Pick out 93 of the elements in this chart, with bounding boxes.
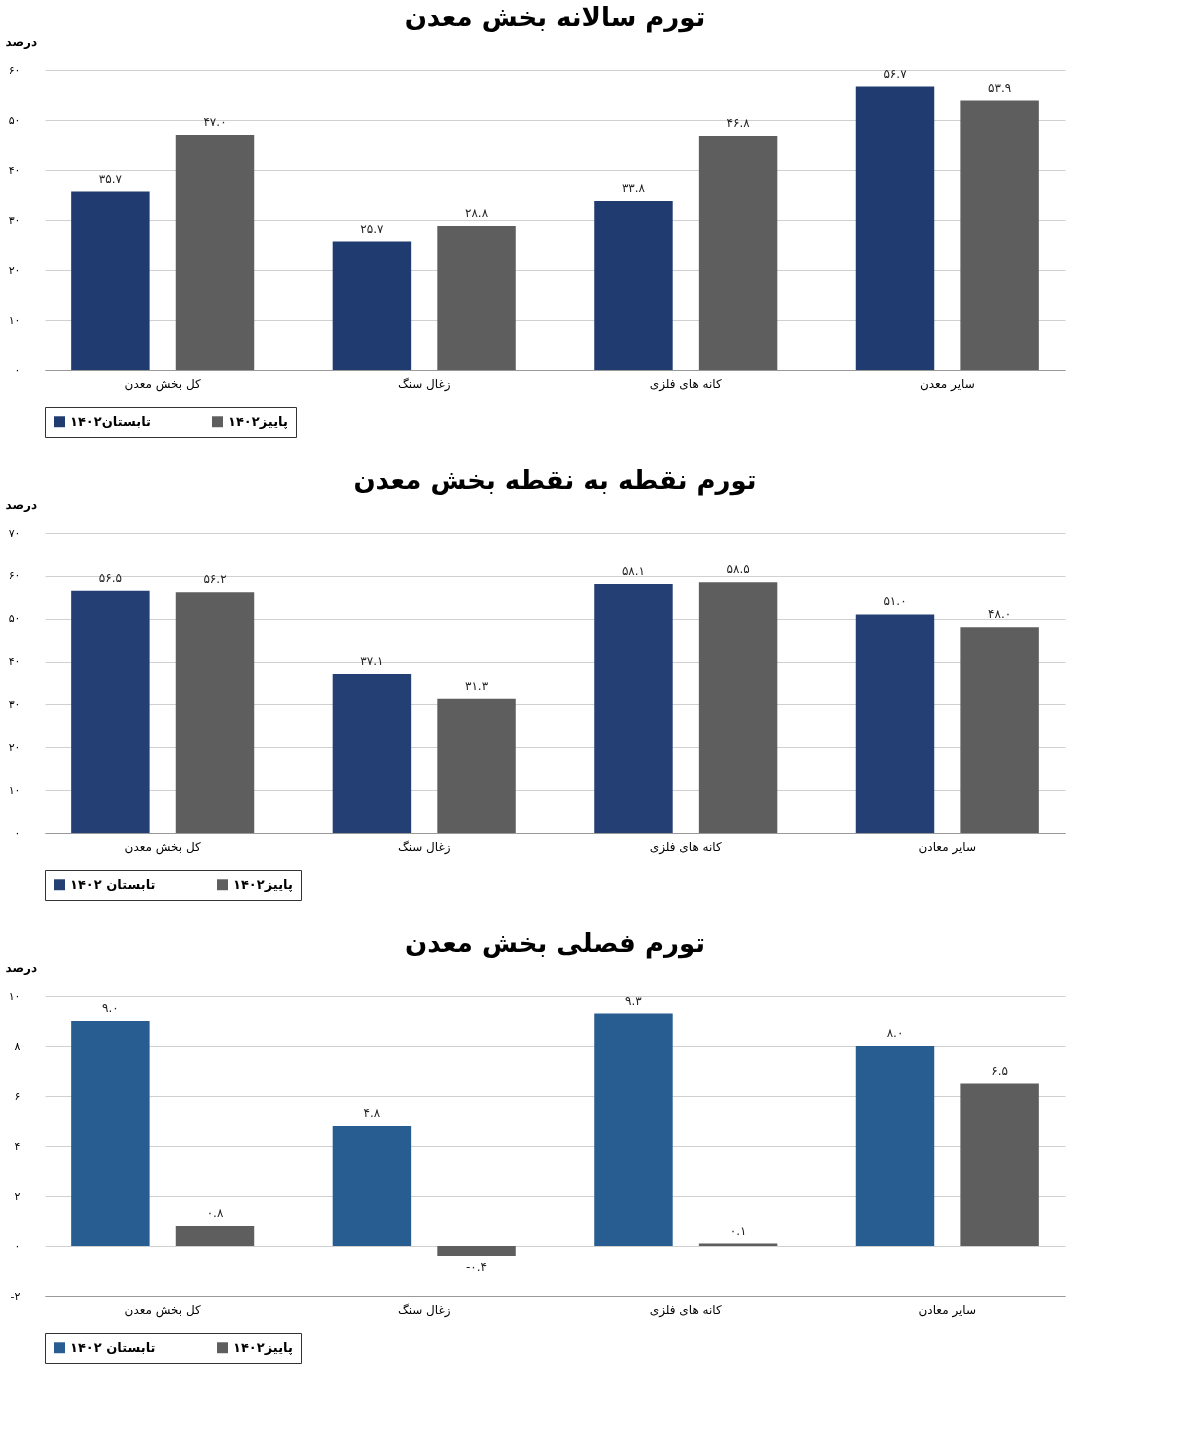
chart-title: تورم نقطه به نقطه بخش معدن xyxy=(353,465,757,496)
x-tick-label: زغال سنگ xyxy=(397,1302,451,1318)
legend-label: تابستان ۱۴۰۲ xyxy=(70,876,156,892)
bar xyxy=(437,698,516,833)
y-tick-label: ۲۰ xyxy=(8,263,21,277)
x-tick-label: کانه های فلزی xyxy=(649,839,722,855)
bar xyxy=(960,1083,1039,1246)
bar xyxy=(698,136,778,370)
data-label: ۵۸.۱ xyxy=(621,564,646,578)
data-label: ۸.۰ xyxy=(886,1026,904,1040)
data-label: ۵۶.۵ xyxy=(98,570,122,585)
x-tick-label: سایر معادن xyxy=(918,839,977,855)
chart-title: تورم سالانه بخش معدن xyxy=(404,2,706,33)
y-tick-label: ۴۰ xyxy=(8,655,21,669)
x-tick-label: سایر معادن xyxy=(918,1302,977,1318)
y-tick-label: ۰ xyxy=(14,1239,21,1253)
data-label: ۲۵.۷ xyxy=(360,221,385,236)
y-axis-title: درصد xyxy=(5,497,38,512)
bar xyxy=(332,241,412,370)
chart-title: تورم فصلی بخش معدن xyxy=(404,928,706,959)
data-label: ۵۱.۰ xyxy=(883,594,907,609)
y-tick-label: ۴ xyxy=(14,1139,21,1153)
data-label: ۴۷.۰ xyxy=(203,115,227,129)
bar xyxy=(960,627,1039,833)
y-tick-label: ۱۰ xyxy=(8,783,21,797)
bar xyxy=(437,226,516,370)
legend-label: پاییز۱۴۰۲ xyxy=(233,876,293,892)
x-tick-label: کانه های فلزی xyxy=(649,376,722,392)
bar xyxy=(594,584,673,833)
y-tick-label: ۰ xyxy=(14,363,21,377)
bar xyxy=(855,86,935,370)
x-tick-label: کانه های فلزی xyxy=(649,1302,722,1318)
y-tick-label: ۶ xyxy=(14,1089,21,1103)
bar xyxy=(594,201,673,370)
y-tick-label: ۵۰ xyxy=(8,113,21,127)
x-tick-label: کل بخش معدن xyxy=(124,839,202,855)
y-tick-label: ۳۰ xyxy=(8,213,21,227)
x-tick-label: کل بخش معدن xyxy=(124,376,202,392)
data-label: ۴.۸ xyxy=(363,1106,381,1120)
bar xyxy=(437,1246,516,1256)
bar xyxy=(332,1126,412,1246)
data-label: ۵۳.۹ xyxy=(988,80,1012,95)
x-tick-label: سایر معدن xyxy=(919,376,975,392)
y-tick-label: ۶۰ xyxy=(8,63,21,77)
y-axis-title: درصد xyxy=(5,34,38,49)
x-tick-label: زغال سنگ xyxy=(397,376,451,392)
bar xyxy=(594,1013,673,1246)
data-label: ۴۶.۸ xyxy=(726,116,751,130)
y-tick-label: ۸ xyxy=(14,1039,21,1053)
bar xyxy=(175,135,255,370)
bar xyxy=(71,1021,150,1246)
y-tick-label: ۳۰ xyxy=(8,697,21,711)
bar xyxy=(855,1046,935,1246)
x-tick-label: زغال سنگ xyxy=(397,839,451,855)
y-tick-label: ۲ xyxy=(14,1189,21,1203)
y-tick-label: ۱۰ xyxy=(8,989,21,1003)
legend-label: تابستان ۱۴۰۲ xyxy=(70,1339,156,1355)
y-tick-label: ۱۰ xyxy=(8,313,21,327)
data-label: ۳۱.۳ xyxy=(464,678,489,693)
y-tick-label: ۴۰ xyxy=(8,163,21,177)
y-tick-label: ۰ xyxy=(14,826,21,840)
bar xyxy=(175,592,255,833)
data-label: -۰.۴ xyxy=(466,1260,488,1274)
y-tick-label: ۷۰ xyxy=(8,526,21,540)
x-tick-label: کل بخش معدن xyxy=(124,1302,202,1318)
bar xyxy=(698,582,778,833)
data-label: ۵۸.۵ xyxy=(726,562,750,577)
y-tick-label: ۲۰ xyxy=(8,740,21,754)
data-label: ۵۶.۲ xyxy=(203,572,227,587)
data-label: ۵۶.۷ xyxy=(883,66,908,81)
legend-label: تابستان۱۴۰۲ xyxy=(70,413,151,429)
bar xyxy=(332,674,412,833)
bar xyxy=(175,1226,255,1246)
data-label: ۹.۳ xyxy=(625,993,643,1008)
data-label: ۴۸.۰ xyxy=(988,607,1012,622)
data-label: ۲۸.۸ xyxy=(464,206,489,220)
y-tick-label: ۶۰ xyxy=(8,569,21,583)
bar xyxy=(960,100,1039,370)
data-label: ۶.۵ xyxy=(991,1063,1008,1078)
y-tick-label: -۲ xyxy=(10,1289,21,1303)
y-tick-label: ۵۰ xyxy=(8,612,21,626)
data-label: ۰.۸ xyxy=(206,1206,224,1220)
bar xyxy=(855,614,935,833)
legend-label: پاییز۱۴۰۲ xyxy=(233,1339,293,1355)
data-label: ۳۷.۱ xyxy=(360,654,384,668)
legend-label: پاییز۱۴۰۲ xyxy=(228,413,288,429)
bar xyxy=(71,191,150,370)
y-axis-title: درصد xyxy=(5,960,38,975)
bar xyxy=(71,590,150,833)
data-label: ۹.۰ xyxy=(102,1001,119,1015)
data-label: ۳۵.۷ xyxy=(98,171,123,186)
data-label: ۳۳.۸ xyxy=(621,181,646,195)
data-label: ۰.۱ xyxy=(729,1223,747,1238)
